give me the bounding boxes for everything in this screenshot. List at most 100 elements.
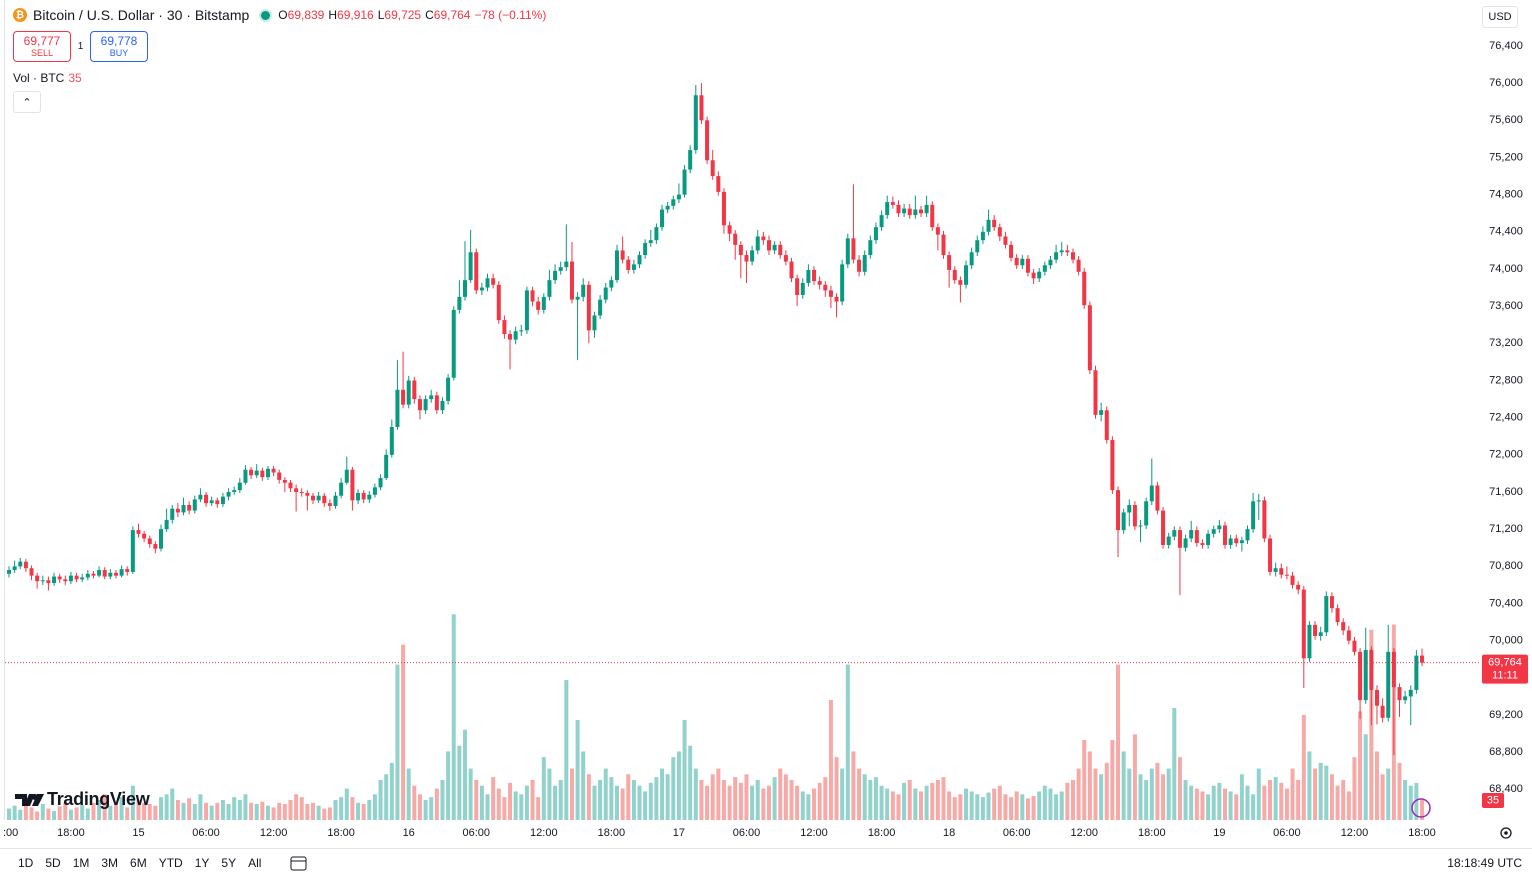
volume-bar bbox=[603, 768, 608, 820]
range-button[interactable]: 5D bbox=[45, 855, 61, 870]
candle-body bbox=[721, 191, 726, 226]
range-button[interactable]: 1D bbox=[18, 855, 34, 870]
candle-body bbox=[1369, 649, 1374, 690]
candle-body bbox=[879, 215, 884, 228]
volume-bar bbox=[417, 794, 422, 820]
candle-body bbox=[744, 255, 749, 262]
currency-button[interactable]: USD bbox=[1482, 6, 1518, 28]
candle-body bbox=[907, 208, 912, 216]
candle-body bbox=[547, 280, 552, 297]
candle-body bbox=[1082, 271, 1087, 306]
candle-body bbox=[1239, 540, 1244, 544]
sell-button[interactable]: 69,777 SELL bbox=[13, 31, 71, 62]
volume-bar bbox=[547, 768, 552, 820]
ohlc-key: C bbox=[425, 8, 434, 22]
volume-bar bbox=[113, 802, 118, 820]
candle-body bbox=[91, 573, 96, 576]
y-tick-label: 75,200 bbox=[1489, 151, 1523, 163]
y-tick-label: 71,200 bbox=[1489, 523, 1523, 535]
candle-body bbox=[175, 508, 180, 513]
candle-body bbox=[581, 284, 586, 297]
candle-body bbox=[986, 219, 991, 232]
volume-bar bbox=[1268, 780, 1273, 820]
brand-logo[interactable]: TradingView bbox=[15, 789, 150, 810]
candle-body bbox=[181, 505, 186, 513]
volume-bar bbox=[1138, 774, 1143, 820]
range-button[interactable]: 5Y bbox=[221, 855, 237, 870]
volume-bar bbox=[1211, 785, 1216, 820]
volume-bar bbox=[108, 805, 113, 820]
candle-body bbox=[108, 572, 113, 577]
volume-bar bbox=[1386, 768, 1391, 820]
candle-body bbox=[322, 495, 327, 504]
candle-body bbox=[125, 569, 130, 572]
candle-body bbox=[57, 576, 62, 580]
candle-body bbox=[7, 570, 12, 574]
candle-body bbox=[519, 330, 524, 332]
candle-body bbox=[800, 282, 805, 296]
candle-body bbox=[434, 395, 439, 411]
candle-body bbox=[361, 492, 366, 500]
volume-bar bbox=[964, 788, 969, 820]
candle-body bbox=[1138, 525, 1143, 527]
range-button[interactable]: 1M bbox=[72, 855, 90, 870]
volume-bar bbox=[727, 785, 732, 820]
x-tick-label: 15 bbox=[132, 827, 144, 839]
range-button[interactable]: 6M bbox=[130, 855, 147, 870]
volume-bar bbox=[705, 785, 710, 820]
candle-body bbox=[553, 270, 558, 281]
volume-bar bbox=[975, 794, 980, 820]
candle-body bbox=[947, 255, 952, 270]
volume-bar bbox=[1284, 788, 1289, 820]
volume-bar bbox=[609, 777, 614, 820]
volume-bar bbox=[496, 788, 501, 820]
range-button[interactable]: All bbox=[248, 855, 262, 870]
volume-bar bbox=[356, 802, 361, 820]
range-button[interactable]: YTD bbox=[158, 855, 183, 870]
volume-bar bbox=[795, 785, 800, 820]
candle-body bbox=[930, 204, 935, 228]
x-tick-label: 18:00 bbox=[327, 827, 355, 839]
buy-button[interactable]: 69,778 BUY bbox=[90, 31, 148, 62]
volume-bar bbox=[1177, 757, 1182, 820]
last-price-label: 69,764 bbox=[1488, 657, 1522, 669]
candle-body bbox=[789, 261, 794, 279]
candle-body bbox=[249, 469, 254, 476]
candle-body bbox=[1296, 584, 1301, 590]
volume-bar bbox=[1116, 664, 1121, 820]
y-tick-label: 69,200 bbox=[1489, 709, 1523, 721]
volume-bar bbox=[125, 807, 130, 820]
candle-body bbox=[1070, 252, 1075, 260]
volume-bar bbox=[1374, 751, 1379, 820]
candle-body bbox=[609, 280, 614, 288]
ohlc-value: 69,916 bbox=[337, 8, 374, 22]
volume-bar bbox=[164, 794, 169, 820]
symbol-title[interactable]: Bitcoin / U.S. Dollar · 30 · Bitstamp bbox=[33, 7, 250, 23]
settings-icon[interactable] bbox=[1500, 827, 1512, 839]
candle-body bbox=[716, 176, 721, 192]
replay-icon[interactable] bbox=[1411, 798, 1431, 818]
candle-body bbox=[1284, 574, 1289, 576]
volume-bar bbox=[175, 800, 180, 820]
volume-bar bbox=[857, 768, 862, 820]
candle-body bbox=[1206, 533, 1211, 545]
volume-pane bbox=[7, 614, 1425, 820]
candle-body bbox=[209, 500, 214, 504]
candle-body bbox=[468, 252, 473, 281]
volume-bar bbox=[541, 757, 546, 820]
volume-bar bbox=[1352, 757, 1357, 820]
clock[interactable]: 18:18:49 UTC bbox=[1447, 856, 1522, 870]
candle-body bbox=[508, 334, 513, 340]
collapse-button[interactable]: ⌃ bbox=[13, 91, 41, 113]
candle-body bbox=[1003, 236, 1008, 245]
candle-body bbox=[1031, 272, 1036, 279]
range-button[interactable]: 1Y bbox=[194, 855, 210, 870]
volume-bar bbox=[1290, 768, 1295, 820]
ohlc-item: O69,839 bbox=[278, 8, 324, 22]
volume-bar bbox=[451, 614, 456, 820]
goto-date-icon[interactable] bbox=[289, 854, 309, 872]
range-buttons: 1D 5D 1M 3M 6M YTD 1Y 5Y All bbox=[12, 856, 267, 870]
bottom-toolbar: 1D 5D 1M 3M 6M YTD 1Y 5Y All 18:18:49 UTC bbox=[0, 849, 1532, 876]
range-button[interactable]: 3M bbox=[101, 855, 119, 870]
volume-bar bbox=[1414, 782, 1419, 820]
